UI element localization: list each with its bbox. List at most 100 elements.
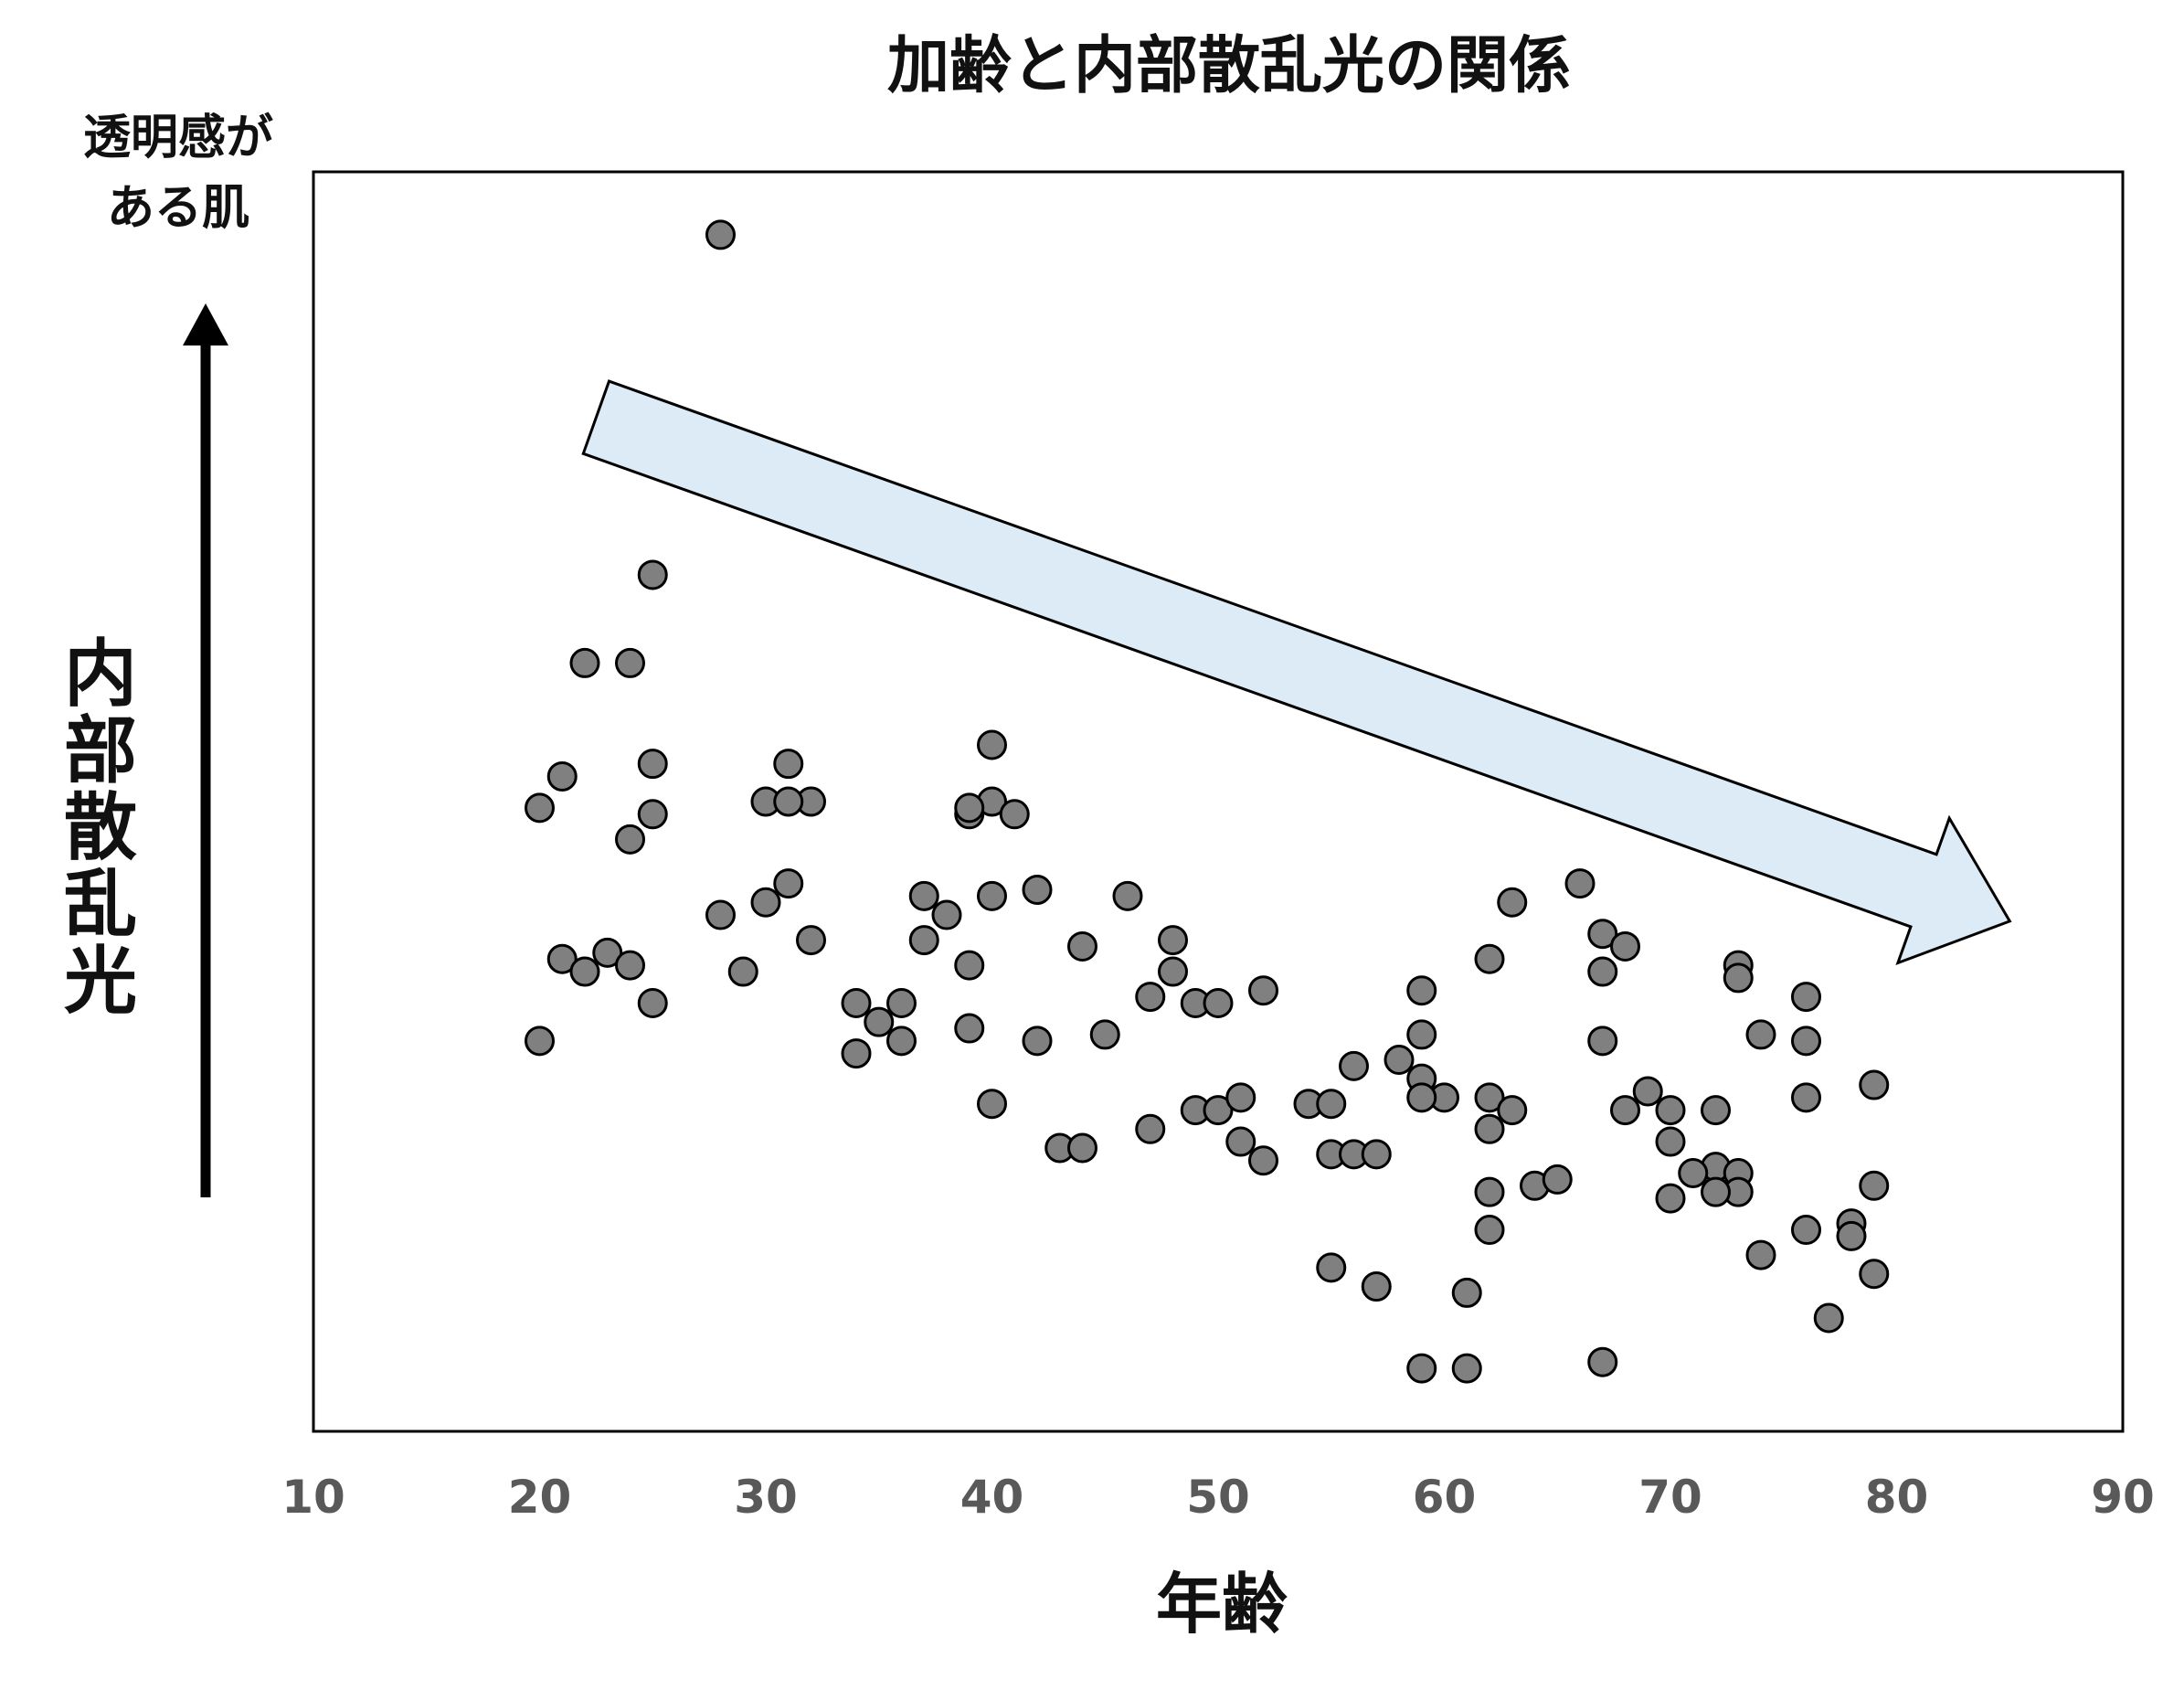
data-point	[1406, 1019, 1437, 1050]
data-point	[615, 824, 645, 855]
y-axis-label-char: 内	[64, 632, 137, 717]
data-point	[1474, 1176, 1505, 1207]
x-tick-label: 50	[1186, 1471, 1250, 1524]
x-tick-labels: 10 20 30 40 50 60 70 80 90	[281, 1471, 2155, 1524]
data-point	[1655, 1126, 1686, 1157]
data-point	[546, 760, 578, 792]
y-top-note-line2: ある肌	[107, 181, 249, 236]
data-point	[1316, 1252, 1347, 1283]
data-point	[705, 899, 736, 930]
data-point	[1135, 1113, 1166, 1144]
data-point	[796, 925, 826, 956]
x-axis-label: 年齢	[1156, 1566, 1288, 1642]
data-point	[1564, 868, 1596, 899]
data-point	[1203, 987, 1234, 1018]
data-point	[1497, 1095, 1528, 1126]
data-point	[1022, 874, 1053, 905]
data-point	[1587, 956, 1618, 987]
data-point	[1248, 1145, 1278, 1176]
x-tick-label: 10	[281, 1471, 345, 1524]
data-point	[569, 647, 600, 678]
data-point	[773, 868, 804, 899]
data-point	[1225, 1082, 1256, 1113]
plot-frame	[312, 170, 2125, 1433]
data-point	[1791, 1026, 1821, 1057]
data-point	[1859, 1069, 1890, 1100]
data-point	[525, 1026, 555, 1057]
data-point	[841, 1038, 872, 1069]
data-point	[1610, 930, 1640, 962]
data-point	[931, 899, 962, 930]
trend-arrow	[581, 379, 2012, 966]
data-point	[1158, 925, 1188, 956]
data-point	[1587, 1346, 1618, 1377]
data-point	[1678, 1158, 1709, 1189]
data-point	[1745, 1019, 1776, 1050]
data-point	[977, 880, 1007, 911]
data-point	[1859, 1259, 1890, 1290]
data-point	[1406, 1353, 1437, 1384]
data-point	[637, 799, 668, 830]
data-point	[773, 749, 804, 780]
data-point	[637, 559, 668, 590]
data-point	[886, 987, 917, 1018]
data-point	[1701, 1176, 1731, 1207]
data-point	[727, 956, 758, 987]
data-point	[1723, 962, 1754, 994]
data-point	[637, 987, 668, 1018]
data-point	[1497, 887, 1528, 918]
x-tick-label: 90	[2091, 1471, 2155, 1524]
data-point	[546, 943, 578, 974]
data-point	[1225, 1126, 1256, 1157]
data-point	[705, 219, 736, 250]
data-point	[1474, 943, 1505, 974]
data-point	[886, 1026, 917, 1057]
data-point	[1655, 1183, 1686, 1214]
data-point	[1406, 975, 1437, 1006]
data-point	[977, 729, 1007, 760]
data-point	[1089, 1019, 1120, 1050]
data-point	[1791, 982, 1821, 1013]
data-point	[1112, 880, 1143, 911]
data-point	[1655, 1095, 1686, 1126]
data-point	[750, 887, 781, 918]
data-point	[592, 937, 623, 968]
data-point	[1361, 1271, 1392, 1302]
data-point	[1067, 930, 1097, 962]
y-axis-label: 内部散乱光	[64, 632, 137, 1024]
y-axis-arrow	[183, 303, 228, 1197]
data-point	[1361, 1139, 1392, 1170]
data-point	[1610, 1095, 1640, 1126]
data-point	[1384, 1044, 1415, 1075]
data-point	[569, 956, 600, 987]
data-point	[1316, 1089, 1347, 1120]
data-point	[615, 950, 645, 981]
data-point	[1474, 1113, 1505, 1144]
y-top-note-line1: 透明感が	[83, 111, 273, 165]
data-point	[1406, 1082, 1437, 1113]
data-point	[1542, 1164, 1573, 1195]
data-point	[637, 749, 668, 780]
y-axis-label-char: 散	[64, 785, 137, 870]
data-point	[1451, 1353, 1482, 1384]
data-point	[1158, 956, 1188, 987]
data-point	[1339, 1050, 1369, 1081]
data-point	[1203, 1095, 1234, 1126]
data-point	[1474, 1082, 1505, 1113]
data-points	[525, 219, 1890, 1384]
data-point	[908, 925, 939, 956]
data-point	[1474, 1215, 1505, 1246]
data-point	[1701, 1095, 1731, 1126]
y-axis-label-char: 光	[64, 939, 137, 1024]
data-point	[1451, 1277, 1482, 1308]
data-point	[1587, 1026, 1618, 1057]
x-tick-label: 70	[1638, 1471, 1702, 1524]
data-point	[954, 950, 985, 981]
data-point	[954, 792, 985, 824]
data-point	[1135, 982, 1166, 1013]
data-point	[615, 647, 645, 678]
data-point	[841, 987, 872, 1018]
data-point	[1791, 1215, 1821, 1246]
data-point	[954, 1013, 985, 1044]
chart-title: 加齢と内部散乱光の関係	[887, 30, 1571, 102]
